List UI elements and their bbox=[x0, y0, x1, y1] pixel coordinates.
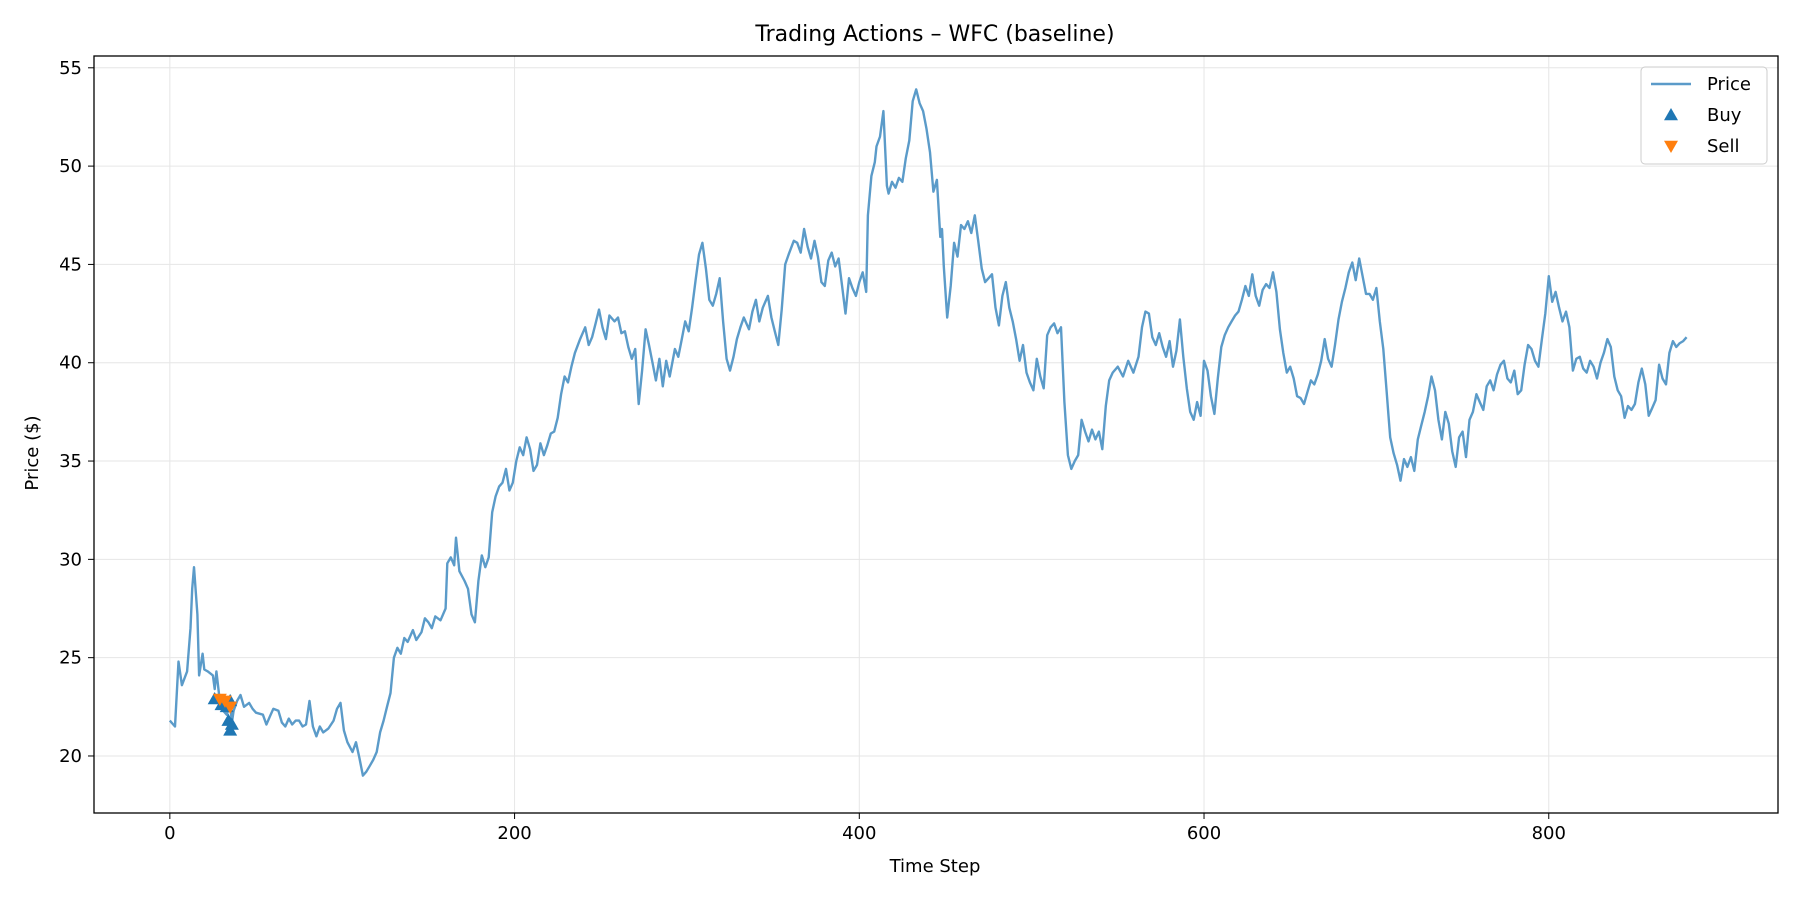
axes: 0 200 400 600 800 20 25 30 35 40 45 50 55 bbox=[59, 58, 1566, 844]
price-line bbox=[168, 88, 1688, 777]
y-axis-title: Price ($) bbox=[22, 415, 43, 490]
x-tick-label: 0 bbox=[164, 823, 175, 844]
x-tick-label: 200 bbox=[497, 823, 531, 844]
y-tick-label: 30 bbox=[59, 549, 82, 570]
x-tick-label: 400 bbox=[842, 823, 876, 844]
legend: Price Buy Sell bbox=[1640, 66, 1768, 165]
sell-marker bbox=[223, 701, 238, 714]
legend-label-sell: Sell bbox=[1707, 136, 1740, 157]
legend-label-buy: Buy bbox=[1707, 105, 1742, 126]
trade-markers bbox=[207, 691, 239, 736]
y-tick-label: 20 bbox=[59, 746, 82, 767]
x-tick-label: 600 bbox=[1187, 823, 1221, 844]
plot-series bbox=[168, 88, 1688, 777]
legend-box bbox=[1640, 66, 1768, 165]
y-tick-label: 55 bbox=[59, 58, 82, 79]
x-axis-title: Time Step bbox=[889, 856, 981, 877]
x-tick-label: 800 bbox=[1532, 823, 1566, 844]
y-tick-label: 50 bbox=[59, 156, 82, 177]
plot-area-frame bbox=[93, 55, 1779, 814]
legend-label-price: Price bbox=[1707, 74, 1751, 95]
chart-title: Trading Actions – WFC (baseline) bbox=[754, 22, 1114, 47]
legend-swatch-sell bbox=[1664, 140, 1678, 153]
y-tick-label: 25 bbox=[59, 648, 82, 669]
y-tick-label: 40 bbox=[59, 353, 82, 374]
buy-marker bbox=[224, 717, 239, 730]
y-tick-label: 35 bbox=[59, 451, 82, 472]
y-tick-label: 45 bbox=[59, 254, 82, 275]
legend-swatch-buy bbox=[1664, 108, 1678, 121]
